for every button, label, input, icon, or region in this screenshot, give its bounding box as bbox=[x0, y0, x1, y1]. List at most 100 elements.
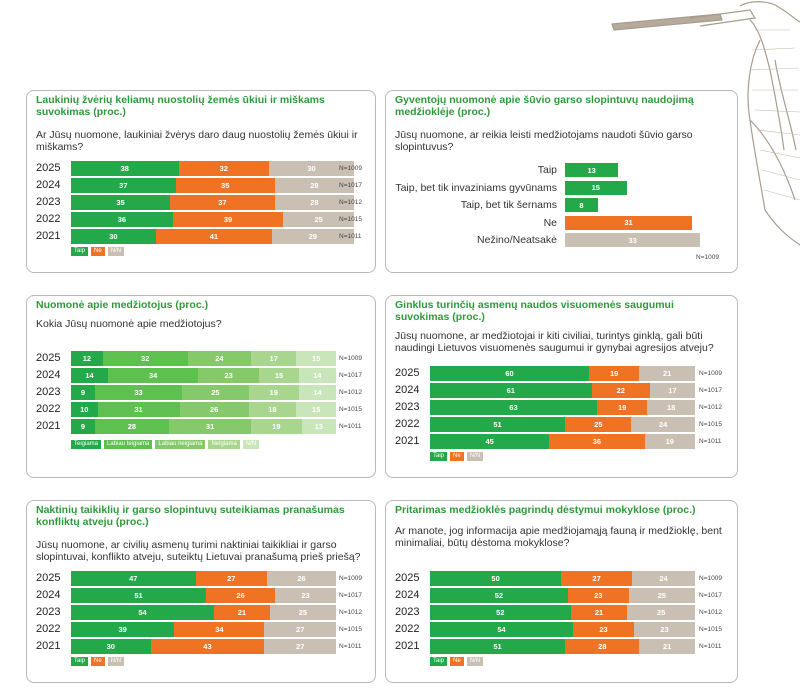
bar-segment: 43 bbox=[150, 639, 265, 654]
year-label: 2025 bbox=[36, 352, 61, 364]
year-label: 2025 bbox=[36, 162, 61, 174]
sample-size-label: N=1012 bbox=[339, 389, 362, 396]
year-label: 2025 bbox=[395, 572, 420, 584]
chart-card: Nuomonė apie medžiotojus (proc.) Kokia Jū… bbox=[26, 295, 376, 478]
bar-segment: 23 bbox=[275, 588, 336, 603]
bar-segment: 15 bbox=[259, 368, 299, 383]
bar-value: 33 bbox=[565, 233, 701, 247]
category-label: Nežino/Neatsakė bbox=[477, 234, 557, 246]
bar-segment: 27 bbox=[561, 571, 633, 586]
bar-segment: 24 bbox=[631, 417, 695, 432]
bar-segment: 25 bbox=[283, 212, 354, 227]
chart-title: Naktinių taikiklių ir garso slopintuvų s… bbox=[36, 504, 345, 528]
legend-entry: Ne bbox=[450, 452, 464, 461]
year-label: 2021 bbox=[395, 435, 420, 447]
stacked-bar: 39 34 27 bbox=[71, 622, 336, 637]
stacked-bar: 37 35 28 bbox=[71, 178, 354, 193]
stacked-bar: 52 23 25 bbox=[430, 588, 695, 603]
bar-segment: 32 bbox=[102, 351, 188, 366]
survey-question: Jūsų nuomone, ar reikia leisti medžiotoj… bbox=[395, 129, 693, 153]
stacked-bar: 52 21 25 bbox=[430, 605, 695, 620]
bar-value: 15 bbox=[565, 180, 627, 195]
bar-segment: 21 bbox=[570, 605, 628, 620]
bar-segment: 27 bbox=[264, 622, 336, 637]
bar-segment: 38 bbox=[71, 161, 179, 176]
bar-segment: 22 bbox=[591, 383, 650, 398]
bar: 13 bbox=[565, 163, 619, 177]
stacked-bar: 35 37 28 bbox=[71, 195, 354, 210]
bar: 31 bbox=[565, 215, 693, 230]
bar-segment: 12 bbox=[71, 351, 103, 366]
bar-segment: 14 bbox=[298, 385, 336, 400]
sample-size-label: N=1012 bbox=[699, 404, 722, 411]
bar-segment: 18 bbox=[647, 400, 695, 415]
year-label: 2022 bbox=[395, 623, 420, 635]
year-label: 2025 bbox=[395, 367, 420, 379]
survey-question: Ar Jūsų nuomone, laukiniai žvėrys daro d… bbox=[36, 129, 358, 153]
bar-segment: 52 bbox=[430, 588, 568, 603]
bar-segment: 21 bbox=[639, 639, 695, 654]
year-label: 2023 bbox=[395, 401, 420, 413]
chart-legend: Taip Ne N/N bbox=[71, 247, 125, 256]
bar-segment: 28 bbox=[565, 639, 640, 654]
sample-size-label: N=1011 bbox=[339, 423, 362, 430]
bar-value: 13 bbox=[565, 163, 619, 177]
year-label: 2022 bbox=[36, 623, 61, 635]
sample-size-label: N=1011 bbox=[339, 643, 362, 650]
sample-size-label: N=1009 bbox=[339, 165, 362, 172]
bar-segment: 13 bbox=[301, 419, 336, 434]
year-label: 2023 bbox=[36, 386, 61, 398]
legend-entry: N/N bbox=[107, 247, 125, 256]
stacked-bar: 45 36 19 bbox=[430, 434, 695, 449]
legend-entry: Taip bbox=[71, 657, 89, 666]
bar: 8 bbox=[565, 198, 598, 212]
bar-segment: 33 bbox=[94, 385, 183, 400]
sample-size-label: N=1015 bbox=[699, 421, 722, 428]
year-label: 2022 bbox=[395, 418, 420, 430]
sample-size-label: N=1011 bbox=[699, 643, 722, 650]
bar-segment: 25 bbox=[565, 417, 632, 432]
chart-card: Ginklus turinčių asmenų naudos visuomenė… bbox=[385, 295, 738, 478]
bar-segment: 28 bbox=[94, 419, 170, 434]
bar-segment: 39 bbox=[172, 212, 284, 227]
legend-entry: N/N bbox=[242, 440, 260, 449]
sample-size-label: N=1009 bbox=[699, 370, 722, 377]
stacked-bar: 30 43 27 bbox=[71, 639, 336, 654]
stacked-bar: 51 25 24 bbox=[430, 417, 695, 432]
category-label: Taip, bet tik invaziniams gyvūnams bbox=[395, 181, 557, 194]
bar-segment: 19 bbox=[248, 385, 299, 400]
sample-size-label: N=1015 bbox=[339, 406, 362, 413]
bar-segment: 19 bbox=[251, 419, 302, 434]
bar-segment: 51 bbox=[430, 417, 566, 432]
year-label: 2023 bbox=[395, 606, 420, 618]
hunter-illustration bbox=[611, 1, 800, 246]
bar-segment: 63 bbox=[430, 400, 597, 415]
bar-segment: 26 bbox=[267, 571, 336, 586]
legend-entry: N/N bbox=[466, 452, 484, 461]
year-label: 2024 bbox=[36, 369, 61, 381]
bar-segment: 26 bbox=[206, 588, 276, 603]
year-label: 2024 bbox=[36, 589, 61, 601]
sample-size-label: N=1017 bbox=[339, 182, 362, 189]
bar-segment: 54 bbox=[71, 605, 215, 620]
bar-segment: 30 bbox=[71, 639, 151, 654]
bar-segment: 25 bbox=[628, 588, 695, 603]
stacked-bar: 54 23 23 bbox=[430, 622, 695, 637]
sample-size-label: N=1015 bbox=[339, 626, 362, 633]
bar-segment: 60 bbox=[430, 366, 589, 381]
chart-card: Naktinių taikiklių ir garso slopintuvų s… bbox=[26, 500, 376, 683]
stacked-bar: 30 41 29 bbox=[71, 229, 354, 244]
bar-segment: 23 bbox=[634, 622, 695, 637]
bar-segment: 14 bbox=[298, 368, 336, 383]
legend-entry: Taip bbox=[430, 657, 448, 666]
bar-segment: 23 bbox=[567, 588, 629, 603]
survey-question: Kokia Jūsų nuomonė apie medžiotojus? bbox=[36, 318, 222, 330]
legend-entry: Labiau teigiama bbox=[104, 440, 153, 449]
bar-segment: 37 bbox=[170, 195, 275, 210]
bar-segment: 28 bbox=[274, 195, 354, 210]
bar-segment: 21 bbox=[214, 605, 270, 620]
bar-segment: 21 bbox=[639, 366, 695, 381]
bar-segment: 23 bbox=[198, 368, 260, 383]
bar-segment: 9 bbox=[71, 419, 95, 434]
sample-size-label: N=1011 bbox=[699, 438, 722, 445]
